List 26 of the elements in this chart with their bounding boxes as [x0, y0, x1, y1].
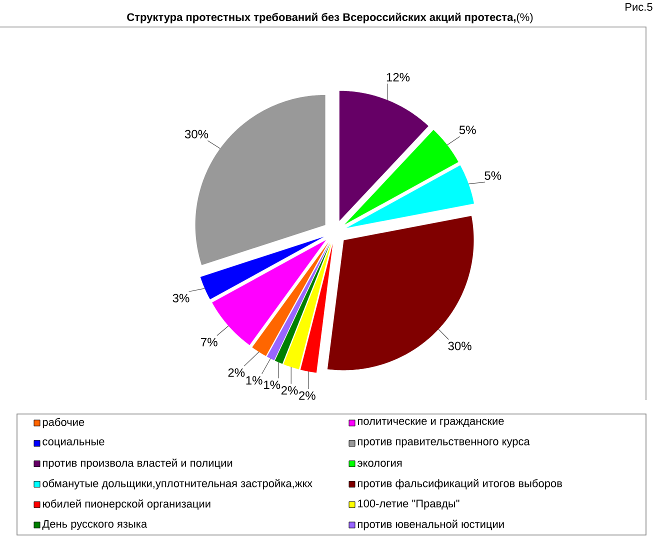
text: Рис.5 [626, 3, 652, 11]
legend-label: обманутые дольщики,уплотнительная застройка,жкх [42, 478, 312, 490]
legend-label: 100-летие "Правды" [358, 500, 460, 510]
data-label: 30% [184, 130, 208, 138]
data-label: 1% [264, 380, 280, 390]
data-label: 7% [201, 338, 218, 346]
legend-label: рабочие [42, 418, 84, 428]
data-label: 2% [228, 368, 245, 377]
legend-label: День русского языка [42, 520, 148, 530]
data-label: 5% [459, 126, 476, 134]
legend-label: экология [357, 460, 402, 467]
chart-title: Структура протестных требований без Всероссийских акций протеста,(%) [127, 12, 533, 24]
legend-label: социальные [42, 439, 104, 448]
data-label: 2% [281, 386, 298, 395]
legend-label: против правительственного курса [358, 439, 530, 448]
data-label: 30% [448, 342, 472, 350]
legend-label: политические и гражданские [358, 418, 504, 428]
legend-label: против ювенальной юстиции [358, 520, 504, 530]
legend-label: против произвола властей и полиции [42, 458, 232, 470]
legend-label: юбилей пионерской организации [42, 499, 210, 510]
data-label: 1% [246, 376, 262, 385]
data-label: 2% [299, 391, 316, 400]
legend-label: против фальсификаций итогов выборов [358, 478, 562, 490]
data-label: 3% [172, 294, 190, 302]
data-label: 5% [484, 171, 502, 180]
data-label: 12% [386, 72, 410, 82]
